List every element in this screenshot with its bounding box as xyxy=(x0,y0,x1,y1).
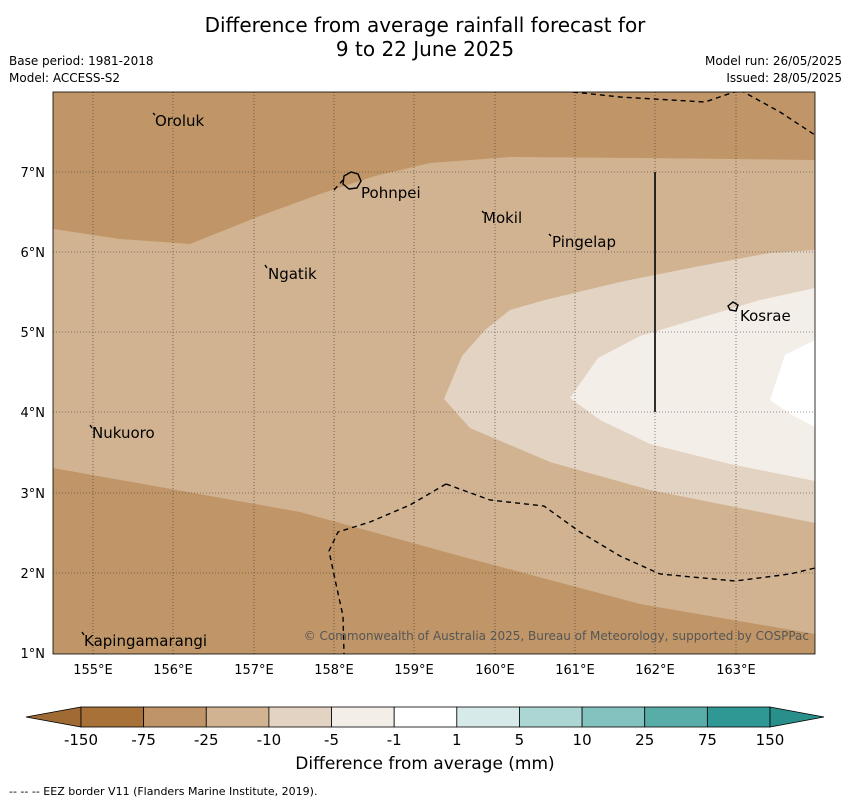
longitude-axis: 155°E 156°E 157°E 158°E 159°E 160°E 161°… xyxy=(73,663,756,678)
place-labels: Oroluk Pohnpei Mokil Pingelap Ngatik Kos… xyxy=(84,112,791,650)
colorbar: -150 -75 -25 -10 -5 -1 1 5 10 25 75 150 xyxy=(25,706,825,749)
colorbar-cell xyxy=(393,706,458,728)
colorbar-tick-label: 1 xyxy=(452,731,462,749)
model-text: Model: ACCESS-S2 xyxy=(9,71,121,85)
lat-tick-label: 2°N xyxy=(21,567,46,582)
colorbar-cell xyxy=(268,706,332,728)
latitude-axis: 7°N 6°N 5°N 4°N 3°N 2°N 1°N xyxy=(21,166,46,662)
colorbar-tick-label: 25 xyxy=(635,731,654,749)
colorbar-tick-label: -150 xyxy=(64,731,98,749)
lon-tick-label: 163°E xyxy=(716,663,756,678)
lon-tick-label: 162°E xyxy=(635,663,675,678)
lon-tick-label: 158°E xyxy=(314,663,354,678)
band-minus-5-to-minus-1 xyxy=(570,288,815,481)
colorbar-tick-label: 75 xyxy=(698,731,717,749)
colorbar-tick-label: -25 xyxy=(194,731,219,749)
colorbar-tick-label: 5 xyxy=(515,731,525,749)
lat-tick-label: 7°N xyxy=(21,166,46,181)
lon-tick-label: 156°E xyxy=(153,663,193,678)
place-kapingamarangi: Kapingamarangi xyxy=(84,632,207,650)
band-minus-25-to-minus-10 xyxy=(53,157,815,634)
base-period-text: Base period: 1981-2018 xyxy=(9,54,154,68)
colorbar-cell xyxy=(80,706,145,728)
colorbar-title: Difference from average (mm) xyxy=(295,754,555,774)
colorbar-cell xyxy=(205,706,270,728)
issued-text: Issued: 28/05/2025 xyxy=(726,71,842,85)
place-mokil: Mokil xyxy=(483,209,522,227)
lat-tick-label: 5°N xyxy=(21,326,46,341)
lat-tick-label: 1°N xyxy=(21,647,46,662)
colorbar-tick-label: -1 xyxy=(387,731,402,749)
map-title: Difference from average rainfall forecas… xyxy=(0,13,850,61)
model-run-text: Model run: 26/05/2025 xyxy=(704,54,842,68)
colorbar-extend-low xyxy=(25,706,82,728)
colorbar-tick-label: -5 xyxy=(324,731,339,749)
lon-tick-label: 155°E xyxy=(73,663,113,678)
title-line-2: 9 to 22 June 2025 xyxy=(335,37,515,61)
colorbar-cell xyxy=(581,706,646,728)
place-ngatik: Ngatik xyxy=(268,265,317,283)
copyright-text: © Commonwealth of Australia 2025, Bureau… xyxy=(304,629,809,643)
colorbar-tick-label: 10 xyxy=(573,731,592,749)
colorbar-tick-label: 150 xyxy=(756,731,785,749)
colorbar-cell xyxy=(331,706,395,728)
place-kosrae: Kosrae xyxy=(740,307,791,325)
lon-tick-label: 159°E xyxy=(394,663,434,678)
eez-border xyxy=(328,92,815,654)
kosrae-outline xyxy=(727,301,739,312)
place-pingelap: Pingelap xyxy=(552,233,616,251)
lat-tick-label: 4°N xyxy=(21,406,46,421)
lat-tick-label: 6°N xyxy=(21,246,46,261)
colorbar-cell xyxy=(519,706,583,728)
lon-tick-label: 160°E xyxy=(475,663,515,678)
meta-left: Base period: 1981-2018 Model: ACCESS-S2 xyxy=(9,53,154,87)
colorbar-cell xyxy=(706,706,771,728)
island-outlines xyxy=(81,112,739,636)
pohnpei-outline xyxy=(342,171,362,190)
colorbar-cell xyxy=(644,706,708,728)
colorbar-tick-label: -75 xyxy=(131,731,156,749)
title-line-1: Difference from average rainfall forecas… xyxy=(204,13,646,37)
colorbar-tick-label: -10 xyxy=(257,731,282,749)
colorbar-cell xyxy=(143,706,207,728)
lat-tick-label: 3°N xyxy=(21,487,46,502)
place-oroluk: Oroluk xyxy=(155,112,204,130)
band-minus-1-to-1 xyxy=(770,340,815,427)
eez-footnote: -- -- -- EEZ border V11 (Flanders Marine… xyxy=(9,785,318,798)
meta-right: Model run: 26/05/2025 Issued: 28/05/2025 xyxy=(705,53,842,87)
colorbar-extend-high xyxy=(769,706,825,728)
place-pohnpei: Pohnpei xyxy=(361,184,421,202)
map-frame xyxy=(52,91,816,655)
lon-tick-label: 161°E xyxy=(555,663,595,678)
colorbar-cell xyxy=(456,706,520,728)
place-nukuoro: Nukuoro xyxy=(92,424,155,442)
lon-tick-label: 157°E xyxy=(234,663,274,678)
rainfall-map-area: Oroluk Pohnpei Mokil Pingelap Ngatik Kos… xyxy=(53,92,815,654)
